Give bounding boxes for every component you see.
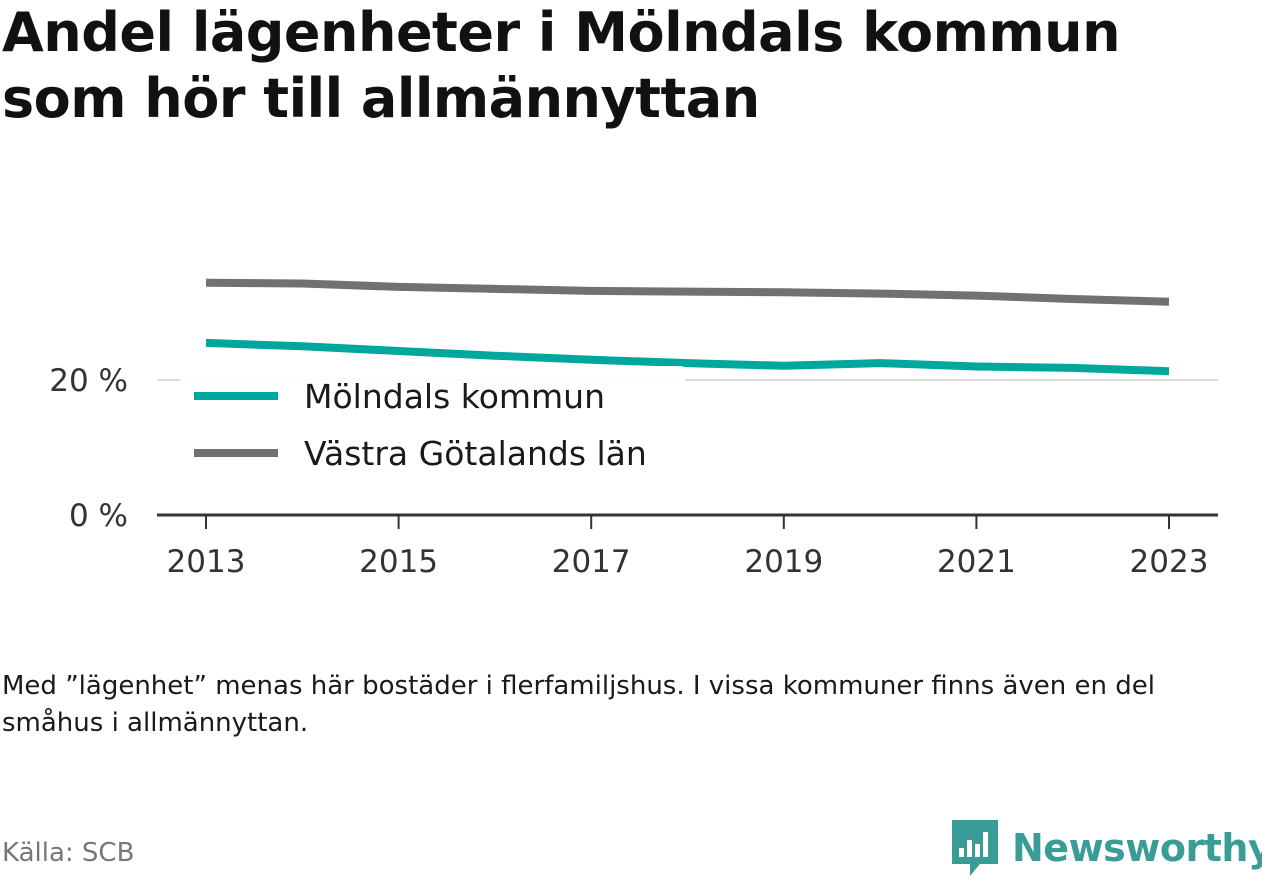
legend-label: Västra Götalands län <box>304 434 647 473</box>
x-tick-label: 2015 <box>359 544 438 580</box>
x-tick-label: 2019 <box>744 544 823 580</box>
legend-background <box>180 366 685 482</box>
chart-title: Andel lägenheter i Mölndals kommun som h… <box>2 1 1121 130</box>
x-tick-label: 2021 <box>937 544 1016 580</box>
brand: Newsworthy <box>950 818 1262 878</box>
series-line-vastra-gotaland <box>205 278 1170 306</box>
x-tick-label: 2013 <box>167 544 246 580</box>
x-tick-label: 2023 <box>1130 544 1209 580</box>
series-line-molndal <box>205 338 1170 376</box>
y-axis-labels: 0 % 20 % <box>49 363 128 534</box>
x-axis: 2013 2015 2017 2019 2021 2023 <box>157 513 1218 580</box>
x-tick-label: 2017 <box>552 544 631 580</box>
y-tick-label: 0 % <box>69 498 128 534</box>
series-lines <box>205 278 1170 376</box>
legend-label: Mölndals kommun <box>304 377 605 416</box>
brand-name: Newsworthy <box>1012 826 1262 870</box>
line-chart: 2013 2015 2017 2019 2021 2023 0 % 20 % Mölndal… <box>49 278 1218 580</box>
y-tick-label: 20 % <box>49 363 128 399</box>
legend: Mölndals kommun Västra Götalands län <box>180 366 685 482</box>
newsworthy-logo-icon <box>952 820 998 876</box>
source-credit: Källa: SCB <box>2 838 135 868</box>
chart-note: Med ”lägenhet” menas här bostäder i fler… <box>2 671 1155 738</box>
